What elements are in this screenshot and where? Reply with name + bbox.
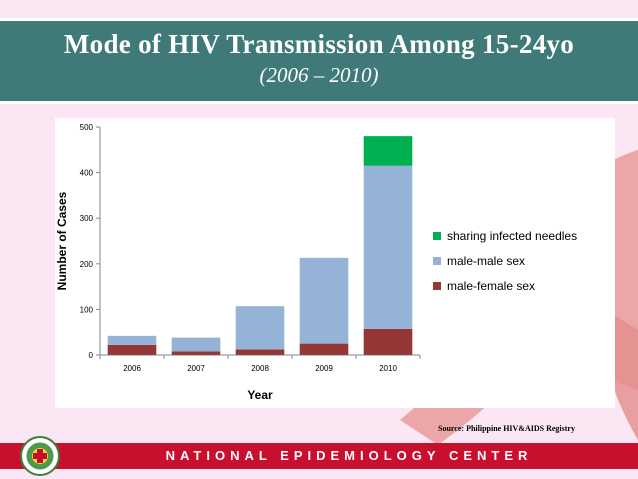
legend-label: sharing infected needles [447,229,577,243]
y-tick-label: 200 [80,260,94,269]
legend-swatch [433,232,441,240]
x-tick-label: 2006 [123,364,141,373]
bar-segment-male-male-sex [299,257,349,344]
bar-segment-male-female-sex [363,329,413,355]
x-tick-label: 2009 [315,364,333,373]
bar-segment-male-male-sex [171,337,221,352]
legend-label: male-male sex [447,254,525,268]
x-tick-label: 2008 [251,364,269,373]
legend-swatch [433,282,441,290]
doh-seal-icon [20,436,60,476]
y-tick-label: 100 [80,305,94,314]
page-title: Mode of HIV Transmission Among 15-24yo [63,29,575,59]
bar-segment-male-male-sex [235,306,285,350]
x-tick-label: 2010 [379,364,397,373]
y-tick-label: 300 [80,214,94,223]
legend-label: male-female sex [447,279,535,293]
legend-swatch [433,257,441,265]
bar-segment-male-male-sex [363,165,413,330]
y-tick-label: 0 [89,351,94,360]
footer-bar: NATIONAL EPIDEMIOLOGY CENTER [0,443,638,469]
y-axis-title: Number of Cases [55,191,69,290]
bar-segment-male-female-sex [235,349,285,355]
bar-segment-male-male-sex [107,335,157,345]
y-tick-label: 500 [80,123,94,132]
footer-text: NATIONAL EPIDEMIOLOGY CENTER [165,448,533,463]
source-note: Source: Philippine HIV&AIDS Registry [438,424,575,433]
bar-segment-male-female-sex [107,344,157,355]
bar-segment-sharing-infected-needles [363,136,413,166]
y-tick-label: 400 [80,169,94,178]
page-subtitle: (2006 – 2010) [259,63,379,87]
bar-segment-male-female-sex [171,351,221,355]
x-tick-label: 2007 [187,364,205,373]
title-bar: Mode of HIV Transmission Among 15-24yo (… [0,18,638,104]
x-axis-title: Year [247,388,273,402]
bar-segment-male-female-sex [299,343,349,355]
